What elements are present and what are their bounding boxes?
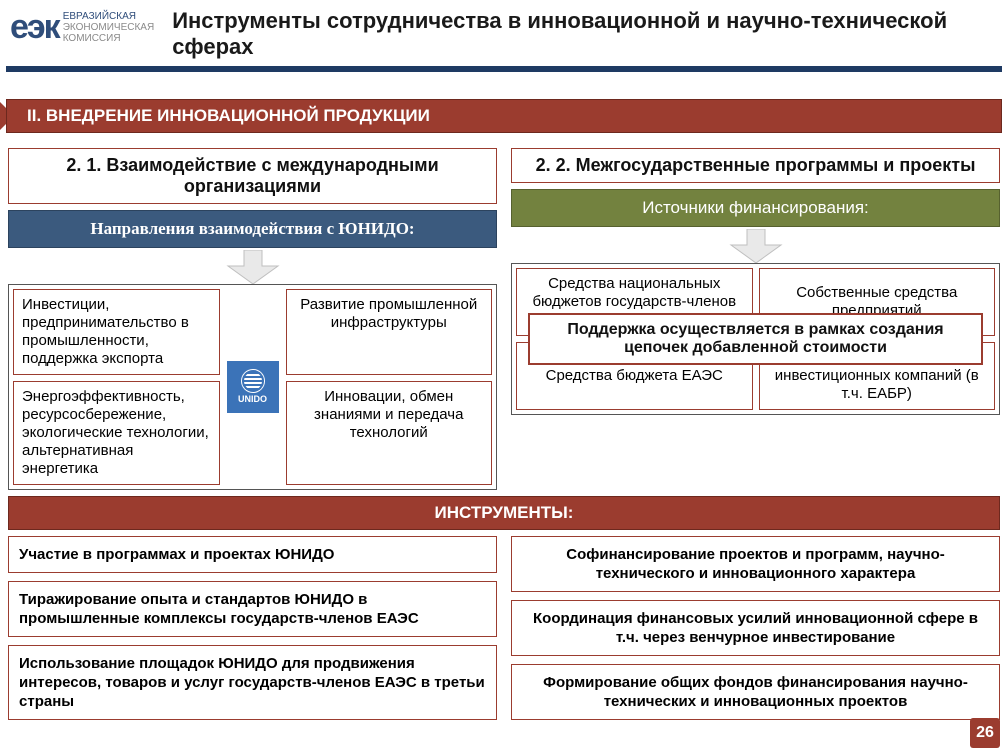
tool-left-2: Тиражирование опыта и стандартов ЮНИДО в… <box>8 581 497 637</box>
left-label: Направления взаимодействия с ЮНИДО: <box>8 210 497 248</box>
right-grid: Средства национальных бюджетов государст… <box>511 263 1000 415</box>
left-grid: Инвестиции, предпринимательство в промыш… <box>8 284 497 490</box>
logo-subtitle: ЕВРАЗИЙСКАЯ экономическая комиссия <box>63 11 154 44</box>
left-cell-4: Инновации, обмен знаниями и передача тех… <box>286 381 493 485</box>
tool-right-1: Софинансирование проектов и программ, на… <box>511 536 1000 592</box>
logo: еэк ЕВРАЗИЙСКАЯ экономическая комиссия <box>10 8 154 47</box>
columns: 2. 1. Взаимодействие с международными ор… <box>8 148 1000 490</box>
unido-icon: UNIDO <box>227 361 279 413</box>
globe-icon <box>242 370 264 392</box>
logo-mark: еэк <box>10 8 59 47</box>
logo-line2: экономическая <box>63 22 154 33</box>
tool-left-3: Использование площадок ЮНИДО для продвиж… <box>8 645 497 720</box>
left-subhead: 2. 1. Взаимодействие с международными ор… <box>8 148 497 204</box>
tools-right: Софинансирование проектов и программ, на… <box>511 536 1000 720</box>
logo-line1: ЕВРАЗИЙСКАЯ <box>63 11 154 22</box>
logo-line3: комиссия <box>63 33 154 44</box>
page-number: 26 <box>970 718 1000 748</box>
right-subhead: 2. 2. Межгосударственные программы и про… <box>511 148 1000 183</box>
left-column: 2. 1. Взаимодействие с международными ор… <box>8 148 497 490</box>
right-column: 2. 2. Межгосударственные программы и про… <box>511 148 1000 490</box>
horizontal-rule <box>6 66 1002 72</box>
tool-right-3: Формирование общих фондов финансирования… <box>511 664 1000 720</box>
page-title: Инструменты сотрудничества в инновационн… <box>172 8 998 60</box>
tool-right-2: Координация финансовых усилий инновацион… <box>511 600 1000 656</box>
right-overlay: Поддержка осуществляется в рамках создан… <box>528 313 983 365</box>
arrow-down-icon <box>8 250 497 286</box>
right-label: Источники финансирования: <box>511 189 1000 227</box>
unido-badge: UNIDO <box>226 289 280 485</box>
unido-label: UNIDO <box>238 394 267 404</box>
left-cell-1: Инвестиции, предпринимательство в промыш… <box>13 289 220 375</box>
arrow-down-icon <box>511 229 1000 265</box>
section-title: II. ВНЕДРЕНИЕ ИННОВАЦИОННОЙ ПРОДУКЦИИ <box>6 99 1002 133</box>
left-cell-2: Развитие промышленной инфраструктуры <box>286 289 493 375</box>
tools-row: Участие в программах и проектах ЮНИДО Ти… <box>8 536 1000 720</box>
instruments-title: ИНСТРУМЕНТЫ: <box>8 496 1000 530</box>
section-banner: II. ВНЕДРЕНИЕ ИННОВАЦИОННОЙ ПРОДУКЦИИ <box>6 98 1002 134</box>
tool-left-1: Участие в программах и проектах ЮНИДО <box>8 536 497 573</box>
left-cell-3: Энергоэффективность, ресурсосбережение, … <box>13 381 220 485</box>
header: еэк ЕВРАЗИЙСКАЯ экономическая комиссия И… <box>0 0 1008 60</box>
tools-left: Участие в программах и проектах ЮНИДО Ти… <box>8 536 497 720</box>
